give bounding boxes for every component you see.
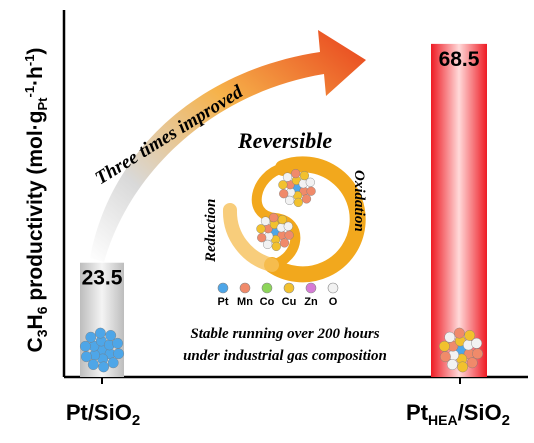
yin-yang-arc — [264, 156, 366, 283]
atom-sphere — [306, 186, 316, 196]
yin-yang-cluster-top — [278, 169, 316, 208]
legend-label: Cu — [282, 296, 297, 308]
atom-sphere — [464, 329, 476, 341]
oxidation-label: Oxidation — [351, 170, 367, 232]
atom-sphere — [457, 361, 468, 373]
x-tick-label-pt: Pt/SiO2 — [66, 400, 140, 429]
atom-sphere — [87, 359, 99, 370]
atom-sphere — [278, 180, 288, 190]
atom-sphere — [282, 172, 293, 182]
x-tick-label-pthea: PtHEA/SiO2 — [406, 400, 510, 429]
legend-swatch — [305, 282, 317, 294]
atom-sphere — [105, 329, 117, 341]
bar-value-label: 23.5 — [82, 267, 123, 290]
atom-sphere — [269, 213, 279, 223]
atom-sphere — [439, 351, 451, 363]
improvement-arrow — [90, 30, 366, 262]
legend-swatch — [261, 282, 273, 294]
yin-yang-cluster-bottom — [256, 213, 294, 252]
y-axis-label: C3H6 productivity (mol·gPt-1·h-1) — [22, 48, 50, 353]
atom-sphere — [98, 361, 110, 373]
atom-sphere — [257, 233, 267, 243]
legend-label: Co — [260, 296, 275, 308]
legend-swatch — [327, 282, 339, 294]
atom-sphere — [80, 340, 91, 352]
hea-cluster — [438, 327, 483, 373]
atom-sphere — [285, 195, 295, 206]
stable-text-line1: Stable running over 200 hours — [190, 326, 379, 342]
atom-sphere — [293, 197, 303, 208]
stable-text-line2: under industrial gas composition — [183, 348, 387, 364]
atom-sphere — [444, 331, 456, 343]
reversible-label: Reversible — [237, 128, 332, 153]
atom-sphere — [256, 224, 266, 234]
arrow-annotation: Three times improved — [92, 81, 248, 189]
atom-sphere — [299, 171, 310, 181]
pt-cluster — [80, 327, 125, 373]
legend-swatch — [239, 282, 251, 294]
atom-sphere — [305, 177, 315, 187]
legend-swatch — [217, 282, 229, 294]
atom-sphere — [291, 169, 301, 179]
atom-sphere — [113, 348, 125, 360]
atom-sphere — [279, 238, 290, 248]
atom-sphere — [95, 327, 106, 339]
atom-sphere — [112, 337, 124, 349]
bar-pthea-sio2 — [431, 43, 487, 378]
atom-sphere — [301, 194, 312, 204]
legend-label: Mn — [237, 296, 253, 308]
atom-sphere — [466, 357, 478, 369]
bars: 23.5 68.5 — [80, 43, 487, 378]
atom-sphere — [277, 215, 288, 225]
reduction-label: Reduction — [203, 199, 219, 263]
atom-sphere — [438, 340, 450, 352]
atom-sphere — [453, 327, 465, 339]
atom-sphere — [283, 221, 293, 231]
atom-sphere — [471, 337, 482, 349]
legend-label: Pt — [218, 296, 229, 308]
bar-value-label: 68.5 — [439, 48, 480, 71]
atom-sphere — [284, 230, 294, 240]
atom-sphere — [263, 239, 273, 250]
atom-sphere — [260, 216, 271, 226]
atom-sphere — [279, 189, 289, 199]
nanoparticle-clusters — [80, 169, 483, 373]
element-legend: Pt Mn Co Cu Zn O — [217, 282, 339, 308]
legend-swatch — [283, 282, 295, 294]
atom-sphere — [107, 357, 119, 369]
atom-sphere — [446, 359, 458, 370]
atom-sphere — [85, 331, 97, 343]
legend-label: Zn — [304, 296, 318, 308]
atom-sphere — [271, 241, 281, 252]
legend-label: O — [329, 296, 338, 308]
atom-sphere — [81, 351, 92, 363]
yin-yang-arc-lower — [223, 203, 279, 272]
curved-arrow-shape — [90, 30, 366, 262]
atom-sphere — [472, 348, 483, 360]
